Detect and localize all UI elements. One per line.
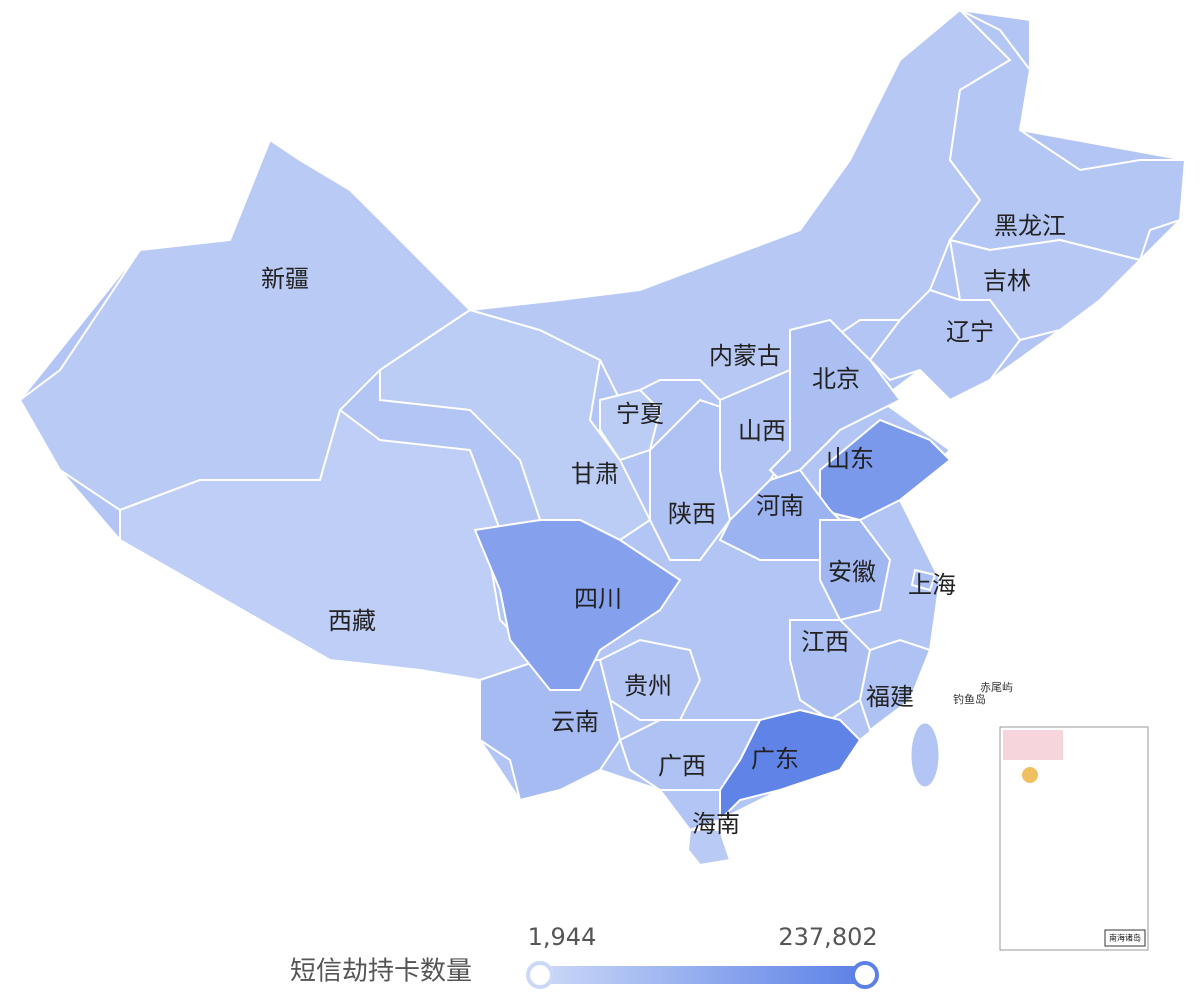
legend-title: 短信劫持卡数量 [290,957,472,987]
annotation: 赤尾屿 [980,681,1013,694]
inset-title: 南海诸岛 [1109,933,1141,943]
province [768,318,902,482]
taiwan [910,722,940,788]
province-label: 江西 [801,628,849,656]
legend-handle [851,961,879,989]
province [789,619,872,722]
province-label: 甘肃 [571,460,619,488]
annotation: 钓鱼岛 [953,692,986,706]
province-label: 四川 [574,585,622,613]
province [858,638,932,732]
province-label: 新疆 [261,265,309,293]
province-label: 陕西 [668,500,716,528]
province [910,568,937,592]
province-label: 河南 [756,492,804,520]
province-label: 辽宁 [946,318,994,346]
province-label: 贵州 [624,672,672,700]
province-label: 广东 [751,745,799,773]
province [686,829,732,867]
inset-map: 南海诸岛 [999,726,1149,951]
province-label: 宁夏 [616,400,664,428]
province-label: 广西 [658,752,706,780]
legend-max-label: 237,802 [778,923,877,951]
province-label: 黑龙江 [994,212,1066,240]
province-label: 内蒙古 [709,342,781,370]
province [819,519,892,622]
legend-min-label: 1,944 [528,923,597,951]
province [469,8,1012,402]
province [948,9,1187,262]
province-label: 福建 [866,683,914,711]
province [119,408,542,682]
legend-bar [540,966,865,984]
province [473,519,682,691]
province-label: 西藏 [328,607,376,635]
province-label: 安徽 [828,558,876,586]
province [868,288,1022,402]
legend-handle [526,961,554,989]
province-label: 山东 [826,445,874,473]
province-label: 山西 [738,417,786,445]
province-label: 上海 [908,571,956,599]
province-label: 吉林 [983,267,1031,295]
province-label: 云南 [551,708,599,736]
province-label: 海南 [692,810,740,838]
province-label: 北京 [812,365,860,393]
province [598,638,702,721]
